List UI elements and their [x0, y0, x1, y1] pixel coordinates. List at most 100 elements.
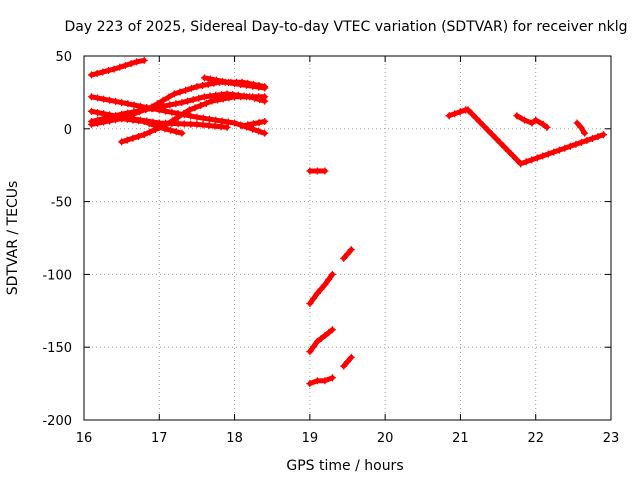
x-tick-label: 20 [377, 431, 394, 446]
x-tick-label: 18 [226, 431, 243, 446]
data-point [328, 270, 336, 278]
data-point [200, 93, 208, 101]
data-point [550, 148, 558, 156]
data-point [118, 138, 126, 146]
x-tick-label: 17 [151, 431, 168, 446]
data-point [577, 123, 585, 131]
data-point [520, 116, 528, 124]
data-point [146, 128, 154, 136]
y-tick-label: 0 [64, 123, 72, 138]
data-point [231, 80, 239, 88]
data-point [243, 81, 251, 89]
data-point [187, 84, 195, 92]
data-point [93, 69, 101, 77]
data-point [100, 95, 108, 103]
data-point [206, 75, 214, 83]
data-point [187, 112, 195, 120]
series-arc14 [340, 353, 355, 370]
data-point [170, 90, 178, 98]
series-arc1 [88, 56, 148, 79]
data-point [583, 136, 591, 144]
data-point [140, 56, 148, 64]
data-point [172, 100, 180, 108]
data-point [310, 294, 318, 302]
data-point [180, 110, 188, 118]
series-arc17 [573, 119, 589, 137]
data-point [261, 129, 269, 137]
data-point [124, 109, 132, 117]
plot-frame [83, 55, 612, 421]
data-point [513, 112, 521, 120]
data-point [249, 125, 257, 133]
series-arc15 [306, 374, 336, 388]
data-point [244, 121, 252, 129]
data-point [328, 326, 336, 334]
data-point [185, 106, 193, 114]
data-point [211, 122, 219, 130]
data-point [88, 93, 96, 101]
data-point [513, 156, 521, 164]
data-point [202, 99, 210, 107]
data-point [148, 104, 156, 112]
data-point [127, 60, 135, 68]
data-point [517, 160, 525, 168]
series-line [307, 375, 335, 387]
data-point [325, 329, 333, 337]
data-point [544, 150, 552, 158]
y-tick-label: -50 [51, 196, 72, 211]
data-point [135, 132, 143, 140]
data-point [88, 107, 96, 115]
data-point [94, 116, 102, 124]
data-point [321, 281, 329, 289]
data-point [243, 93, 251, 101]
data-point [142, 106, 150, 114]
data-point [199, 81, 207, 89]
data-point [124, 100, 132, 108]
x-tick-label: 16 [76, 431, 93, 446]
data-point [136, 107, 144, 115]
data-point [112, 112, 120, 120]
series-arc13 [306, 326, 336, 356]
data-point [168, 108, 176, 116]
data-point [500, 143, 508, 151]
data-point [212, 116, 220, 124]
data-point [135, 117, 143, 125]
data-point [231, 93, 239, 101]
data-point [178, 129, 186, 137]
data-point [121, 61, 129, 69]
data-point [200, 74, 208, 82]
data-point [174, 113, 182, 121]
data-point [154, 103, 162, 111]
series-arc10 [306, 167, 329, 175]
data-point [133, 58, 141, 66]
data-point [106, 113, 114, 121]
data-point [313, 289, 321, 297]
data-point [504, 147, 512, 155]
x-axis-label: GPS time / hours [286, 458, 403, 474]
data-point [140, 131, 148, 139]
data-point [88, 71, 96, 79]
data-point [218, 117, 226, 125]
data-point [328, 374, 336, 382]
data-point [306, 380, 314, 388]
data-point [112, 97, 120, 105]
data-point [205, 122, 213, 130]
data-point [347, 246, 355, 254]
data-point [189, 96, 197, 104]
data-point [249, 93, 257, 101]
data-point [118, 99, 126, 107]
data-point [178, 99, 186, 107]
data-point [155, 123, 163, 131]
data-point [212, 91, 220, 99]
x-tick-label: 23 [603, 431, 620, 446]
data-point [94, 94, 102, 102]
data-point [197, 102, 205, 110]
series-arc2 [88, 93, 269, 137]
data-point [464, 106, 472, 114]
data-point [225, 78, 233, 86]
data-point [237, 81, 245, 89]
data-point [204, 80, 212, 88]
series-arc7 [118, 115, 186, 137]
data-point [528, 119, 536, 127]
data-point [317, 285, 325, 293]
